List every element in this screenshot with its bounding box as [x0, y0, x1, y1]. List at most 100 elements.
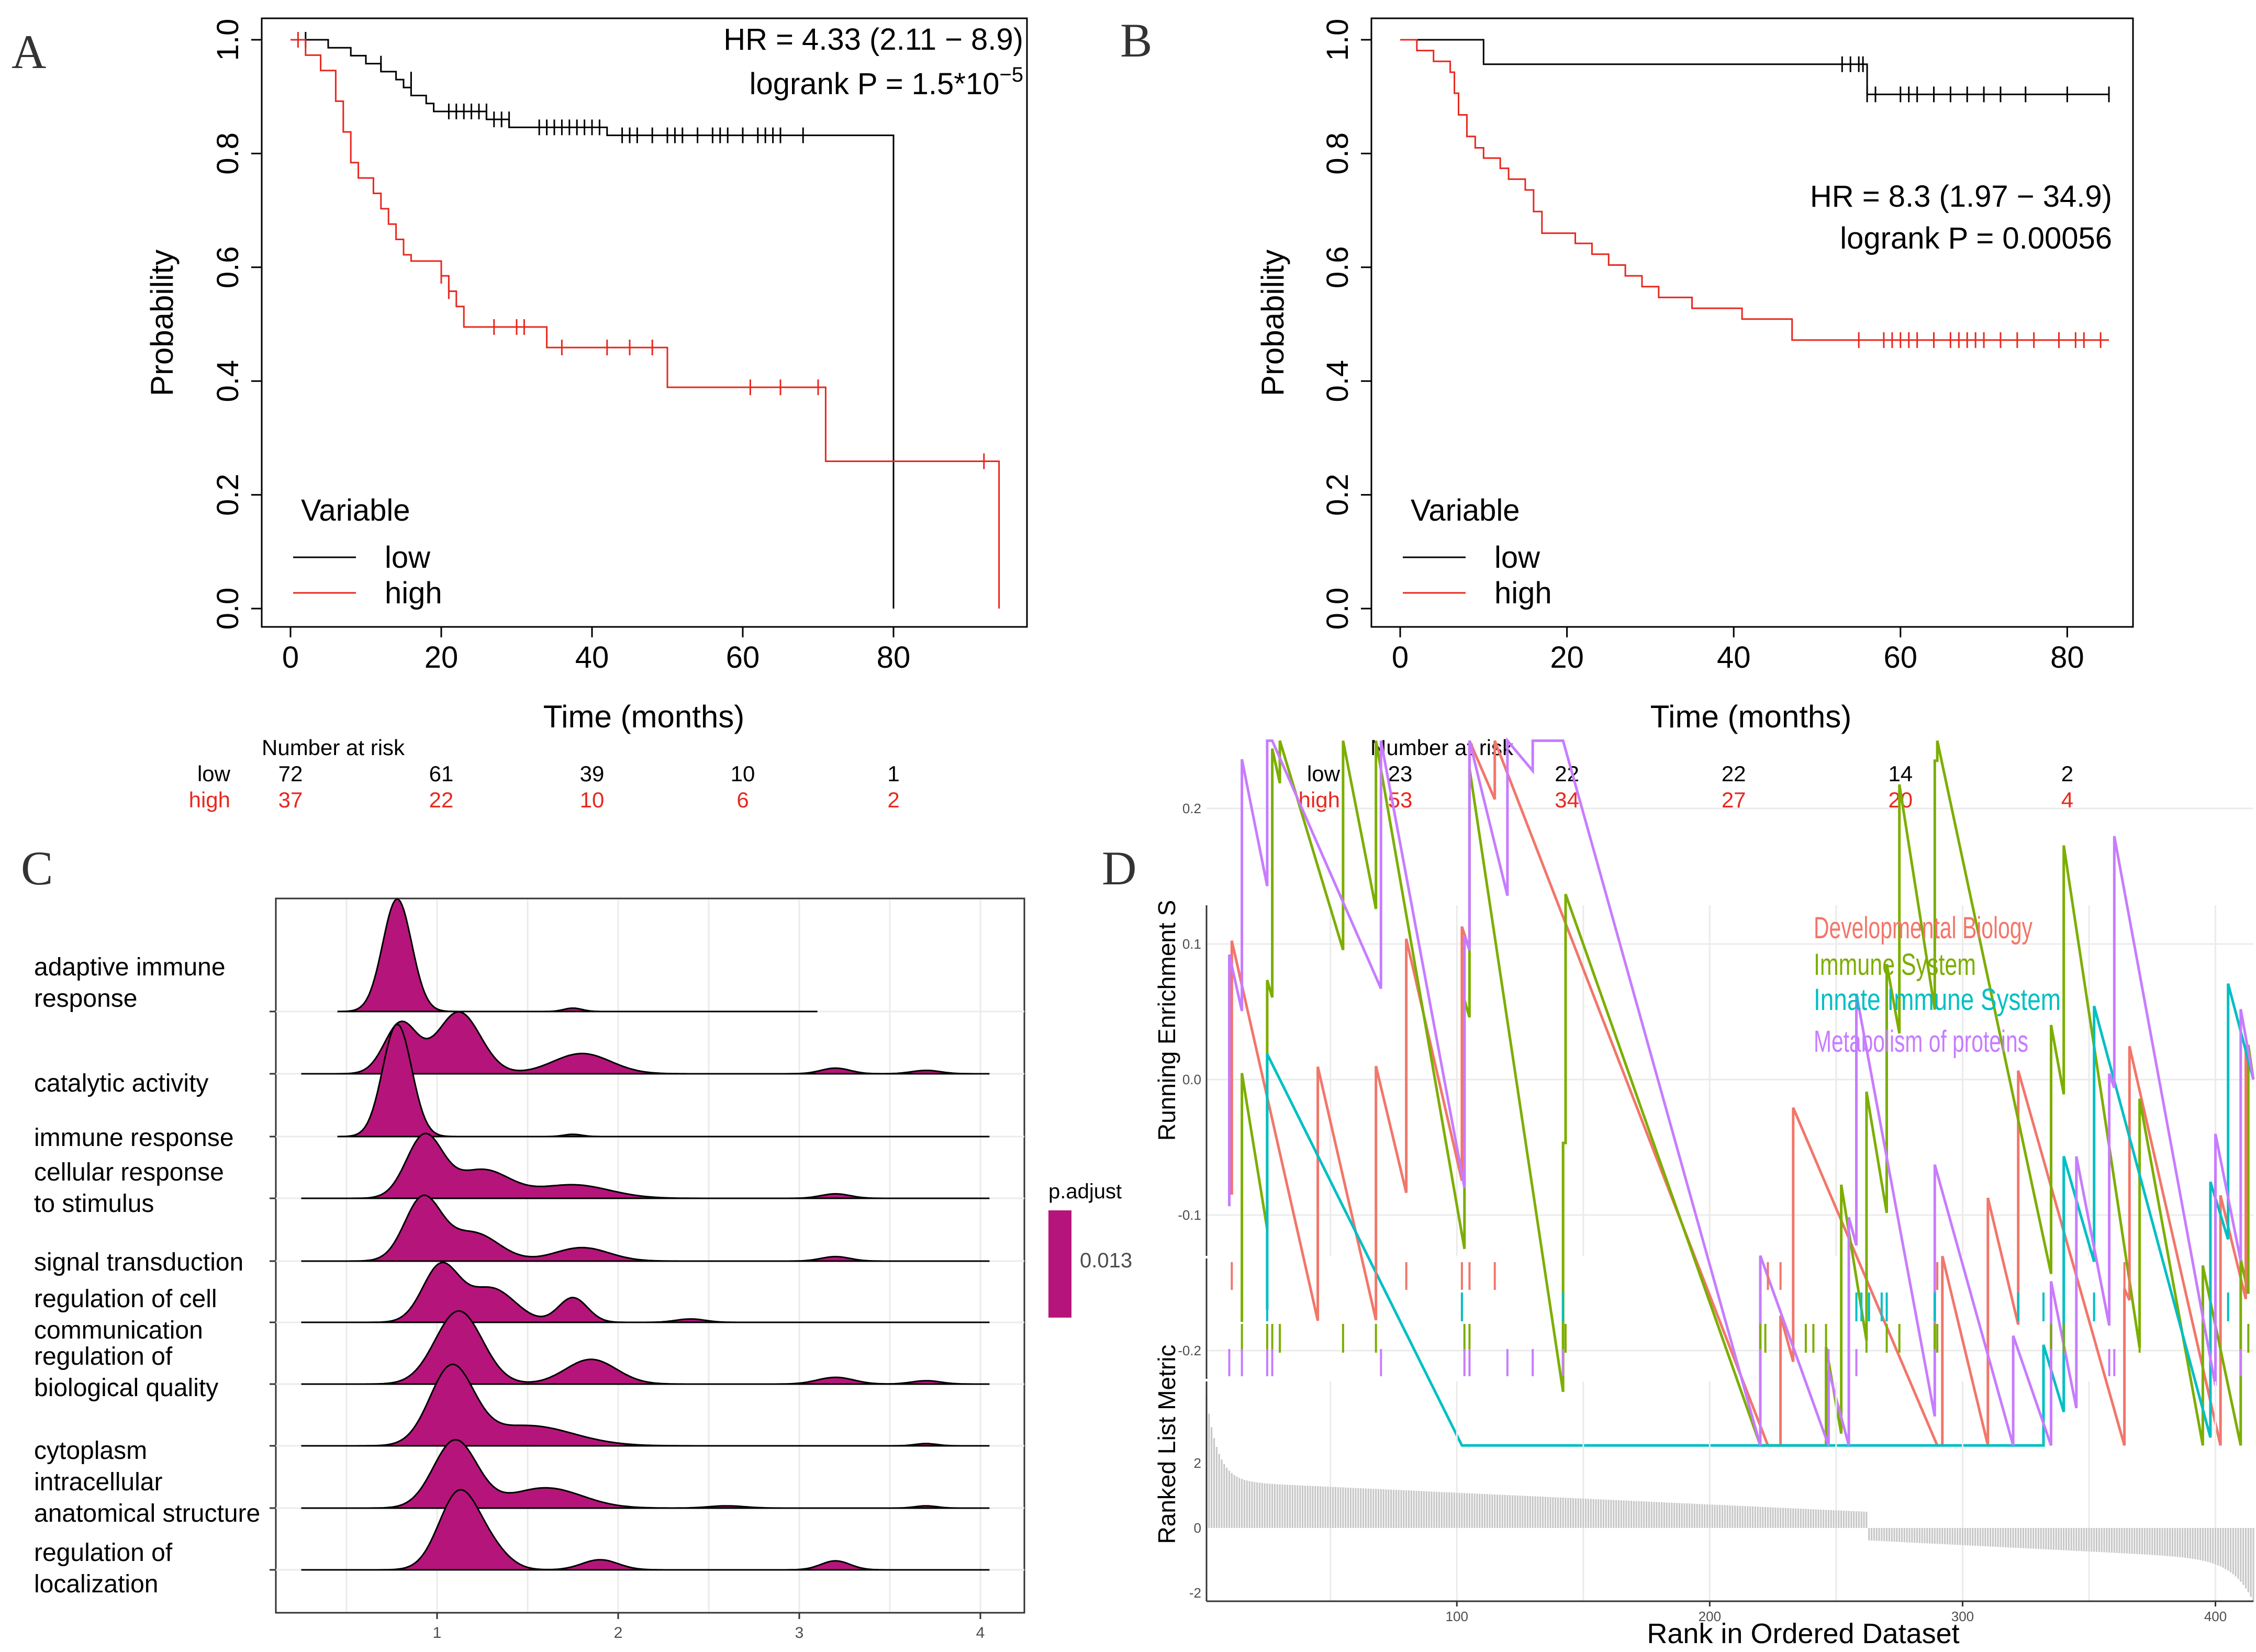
legend: Developmental Biology Immune System Inna…: [1814, 911, 2061, 1059]
x-axis-ticks: 1 2 3 4: [433, 1613, 985, 1642]
y-tick-label: -2: [1189, 1585, 1201, 1601]
legend-title: Variable: [1411, 493, 1520, 527]
category-label: anatomical structure: [34, 1500, 260, 1527]
category-label: regulation of: [34, 1343, 173, 1370]
axes: 0.0 0.2 0.4 0.6 0.8 1.0 0 20 40 60 80: [1321, 19, 2084, 675]
ridge-fill: [301, 1133, 990, 1198]
category-label: adaptive immune: [34, 953, 226, 981]
y-tick-label: -0.1: [1178, 1207, 1201, 1223]
risk-value-high: 4: [2061, 788, 2073, 812]
km-panel-a: 0.0 0.2 0.4 0.6 0.8 1.0 0 20 40 60 80 HR = 4.33 (2…: [144, 17, 1028, 812]
panel-label-a: A: [12, 25, 46, 78]
category-label: communication: [34, 1317, 203, 1344]
curve-low: [1400, 39, 2109, 95]
category-label: cellular response: [34, 1159, 224, 1186]
logrank-text: logrank P = 1.5*10: [750, 67, 1000, 101]
plot-frame: [1370, 17, 2134, 628]
y-tick-label: 0.0: [1182, 1072, 1201, 1087]
risk-table: Number at risk low high 23 22 22 14 253 34 27 2…: [1299, 735, 2073, 812]
gsea-panel-d: 0.2 0.1 0.0 -0.1 -0.2 2 0 -2 100 200 300 400 Devel…: [1153, 737, 2255, 1649]
category-label: regulation of cell: [34, 1285, 217, 1313]
x-axis-title: Time (months): [1650, 699, 1852, 734]
y-tick-label: 0.6: [211, 246, 245, 288]
legend: Variable low high: [293, 493, 442, 610]
y-tick-label: 0.0: [1321, 588, 1355, 630]
hit-ticks: [1205, 1258, 2250, 1379]
legend-title: p.adjust: [1048, 1180, 1122, 1203]
y-tick-label: 1.0: [1321, 19, 1355, 61]
legend: Variable low high: [1403, 493, 1552, 610]
legend-value: 0.013: [1080, 1249, 1132, 1272]
survival-curves: [1400, 39, 2110, 348]
x-tick-label: 4: [976, 1624, 985, 1642]
x-tick-label: 400: [2204, 1609, 2227, 1624]
ridge-fill: [301, 1012, 990, 1074]
km-panel-b: 0.0 0.2 0.4 0.6 0.8 1.0 0 20 40 60 80 HR = 8.3 (1.…: [1255, 17, 2134, 812]
legend-label-metabolism: Metabolism of proteins: [1814, 1025, 2028, 1059]
y-tick-label: 2: [1194, 1455, 1201, 1471]
legend-label-developmental: Developmental Biology: [1814, 911, 2032, 945]
enrichment-line: [1230, 740, 2255, 1447]
risk-value-low: 39: [580, 761, 605, 786]
risk-table: Number at risk low high 72 61 39 10 137 22 10 6…: [189, 735, 900, 812]
hazard-ratio-label: HR = 8.3 (1.97 − 34.9): [1810, 179, 2112, 213]
x-tick-label: 20: [1550, 640, 1584, 675]
category-label: signal transduction: [34, 1249, 243, 1276]
ridge-fill: [301, 1195, 990, 1261]
x-tick-label: 60: [726, 640, 760, 675]
category-label: catalytic activity: [34, 1070, 208, 1097]
ridge-fill: [301, 1364, 990, 1446]
running-score-plot: 0.2 0.1 0.0 -0.1 -0.2: [1178, 737, 2255, 1447]
y-axis-title-top: Running Enrichment S: [1153, 900, 1180, 1141]
ridge-fill: [301, 1262, 990, 1322]
ridges: [301, 898, 990, 1571]
panel-label-c: C: [21, 841, 53, 895]
category-label: localization: [34, 1570, 158, 1598]
x-tick-label: 1: [433, 1624, 442, 1642]
ridge-fill: [337, 1024, 990, 1137]
ranked-metric-plot: 2 0 -2 100 200 300 400: [1189, 1381, 2254, 1624]
x-tick-label: 2: [614, 1624, 623, 1642]
x-axis-title: Rank in Ordered Dataset: [1647, 1618, 1959, 1649]
category-label: to stimulus: [34, 1190, 154, 1218]
logrank-label: logrank P = 0.00056: [1840, 221, 2112, 255]
y-tick-label: 1.0: [211, 19, 245, 61]
x-tick-label: 200: [1699, 1609, 1721, 1624]
legend-title: Variable: [301, 493, 410, 527]
panel-label-b: B: [1120, 14, 1152, 67]
category-label: cytoplasm: [34, 1437, 147, 1465]
y-tick-label: 0.2: [1182, 801, 1201, 816]
y-tick-label: -0.2: [1178, 1343, 1201, 1358]
risk-value-high: 22: [429, 788, 454, 812]
ridge-fill: [301, 1311, 990, 1384]
x-tick-label: 80: [877, 640, 911, 675]
axes: 0.0 0.2 0.4 0.6 0.8 1.0 0 20 40 60 80: [211, 19, 910, 675]
x-tick-label: 40: [575, 640, 609, 675]
x-tick-label: 3: [795, 1624, 804, 1642]
risk-value-low: 10: [731, 761, 755, 786]
enrichment-line: [1241, 740, 2255, 1447]
risk-value-low: 14: [1888, 761, 1913, 786]
risk-values: 72 61 39 10 137 22 10 6 2: [278, 761, 900, 812]
curve-high: [291, 39, 1000, 609]
hazard-ratio-label: HR = 4.33 (2.11 − 8.9): [723, 23, 1023, 57]
category-label: immune response: [34, 1124, 234, 1152]
y-axis-title: Probability: [144, 250, 180, 396]
legend: p.adjust 0.013: [1048, 1180, 1132, 1318]
ridge-fill: [301, 1440, 990, 1508]
ridge-fill: [337, 899, 818, 1012]
y-tick-label: 0.4: [211, 360, 245, 402]
y-tick-label: 0.8: [1321, 132, 1355, 175]
y-tick-label: 0.1: [1182, 936, 1201, 952]
risk-value-low: 72: [278, 761, 303, 786]
legend-label-low: low: [1494, 541, 1540, 575]
risk-row-label-low: low: [1307, 761, 1341, 786]
y-tick-label: 0.2: [1321, 474, 1355, 516]
category-label: biological quality: [34, 1374, 218, 1402]
legend-label-high: high: [385, 576, 442, 610]
risk-value-low: 23: [1388, 761, 1413, 786]
y-tick-label: 0.0: [211, 588, 245, 630]
risk-value-low: 1: [887, 761, 899, 786]
curve-high: [1400, 39, 2109, 341]
risk-value-high: 2: [887, 788, 899, 812]
